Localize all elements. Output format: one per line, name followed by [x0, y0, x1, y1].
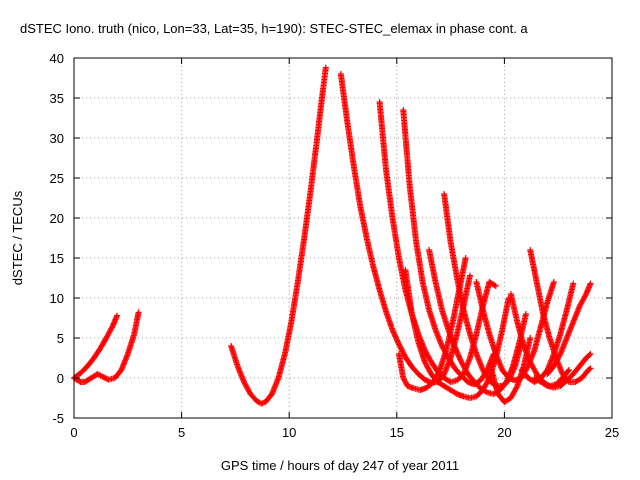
series-4: [337, 71, 473, 386]
y-tick-label: 0: [57, 371, 64, 386]
data-point: [565, 368, 572, 375]
x-tick-label: 20: [497, 425, 511, 440]
data-point: [570, 280, 577, 287]
data-point: [436, 368, 443, 375]
data-point: [322, 64, 329, 71]
data-point: [491, 282, 498, 289]
y-tick-label: 15: [50, 251, 64, 266]
data-point: [114, 312, 121, 319]
chart-title: dSTEC Iono. truth (nico, Lon=33, Lat=35,…: [20, 21, 528, 36]
series-14: [527, 247, 594, 385]
data-point: [586, 352, 593, 358]
data-point: [527, 335, 534, 341]
data-point: [135, 309, 142, 316]
x-tick-label: 10: [282, 425, 296, 440]
y-tick-label: 35: [50, 91, 64, 106]
x-tick-label: 25: [605, 425, 619, 440]
data-point: [492, 283, 499, 289]
plot-frame: [73, 57, 613, 419]
y-tick-label: 10: [50, 291, 64, 306]
x-tick-label: 15: [390, 425, 404, 440]
data-point: [513, 384, 520, 391]
data-point: [586, 366, 593, 373]
ticks: 0 5 10 15 20 25 -5 0 5 10 15 20 25 30 35 40: [50, 51, 620, 440]
y-tick-label: 5: [57, 331, 64, 346]
series-5: [376, 99, 499, 385]
data-point: [522, 311, 529, 317]
y-tick-label: 30: [50, 131, 64, 146]
data-point: [109, 324, 116, 331]
data-point: [587, 351, 594, 357]
series-16: [544, 280, 594, 377]
x-tick-label: 5: [178, 425, 185, 440]
series-2: [71, 309, 142, 385]
data-point: [587, 365, 594, 372]
data-point: [587, 280, 594, 287]
x-axis-label: GPS time / hours of day 247 of year 2011: [221, 458, 459, 473]
data-point: [466, 272, 473, 279]
y-tick-label: -5: [52, 411, 64, 426]
series-17: [518, 280, 577, 385]
data-point: [543, 382, 550, 389]
data-point: [482, 388, 489, 395]
data-point: [462, 255, 469, 261]
data-point: [550, 279, 557, 285]
data-point: [565, 367, 572, 373]
data-point: [556, 352, 563, 359]
series-3: [228, 64, 329, 407]
y-tick-label: 40: [50, 51, 64, 66]
data-point: [76, 378, 83, 385]
x-tick-label: 0: [70, 425, 77, 440]
series-layer: [71, 64, 594, 407]
data-point: [582, 292, 589, 299]
y-tick-label: 20: [50, 211, 64, 226]
series-6: [400, 107, 497, 388]
y-axis-label: dSTEC / TECUs: [10, 190, 25, 285]
y-tick-label: 25: [50, 171, 64, 186]
